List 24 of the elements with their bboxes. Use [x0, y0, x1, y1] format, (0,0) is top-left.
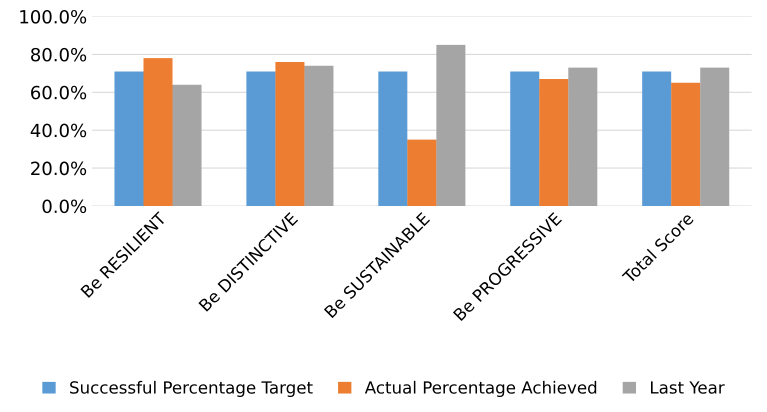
- bar: [378, 71, 408, 206]
- bar: [539, 79, 568, 206]
- y-tick-label: 20.0%: [31, 162, 86, 176]
- bar: [114, 71, 144, 206]
- bar: [143, 58, 173, 206]
- bar: [700, 68, 730, 206]
- bar: [642, 71, 672, 206]
- legend-label: Last Year: [651, 381, 725, 394]
- bar: [671, 82, 700, 206]
- bar: [436, 44, 466, 206]
- y-tick-label: 0.0%: [42, 199, 86, 214]
- legend-label: Actual Percentage Achieved: [364, 380, 596, 397]
- bar: [246, 71, 276, 206]
- bar: [172, 84, 202, 206]
- bar: [510, 71, 540, 206]
- y-tick-label: 100.0%: [20, 10, 86, 24]
- bar: [568, 68, 598, 206]
- bar: [407, 140, 436, 206]
- y-tick-label: 40.0%: [30, 124, 86, 138]
- y-tick-label: 80.0%: [31, 48, 86, 62]
- legend-label: Successful Percentage Target: [70, 380, 313, 397]
- bar: [275, 62, 304, 206]
- bar: [304, 66, 334, 206]
- y-tick-label: 60.0%: [31, 86, 86, 100]
